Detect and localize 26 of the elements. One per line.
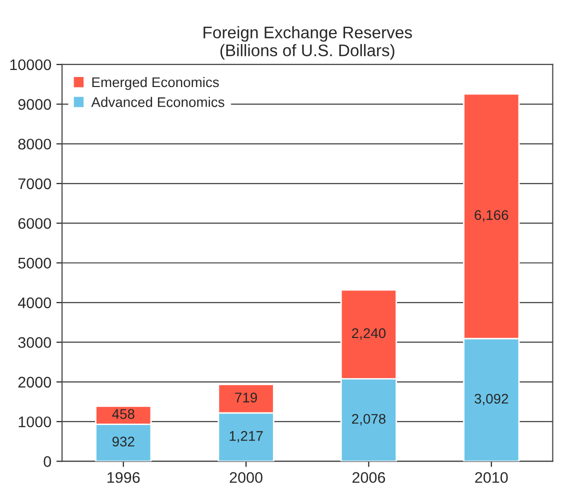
data-label: 2,078	[352, 414, 386, 426]
data-label: 458	[112, 409, 134, 419]
legend-label: Emerged Economics	[92, 76, 219, 90]
x-tick-label: 2000	[230, 472, 262, 483]
y-tick-label: 4000	[18, 297, 52, 308]
y-tick-label: 3000	[18, 337, 52, 348]
y-tick-label: 6000	[18, 218, 52, 229]
data-label: 719	[235, 392, 257, 402]
y-tick-label: 2000	[18, 376, 52, 388]
y-tick-label: 7000	[18, 178, 52, 190]
x-tick-label: 2010	[475, 472, 508, 483]
chart-title: Foreign Exchange Reserves (Billions of U.S. Dollars)	[204, 26, 412, 60]
y-tick-label: 10000	[10, 59, 52, 70]
legend-label: Advanced Economics	[91, 96, 224, 108]
data-label: 932	[112, 436, 134, 447]
data-label: 1,217	[230, 431, 263, 443]
x-tick-label: 2006	[352, 472, 386, 483]
data-label: 3,092	[474, 394, 508, 406]
data-label: 2,240	[352, 328, 386, 340]
y-tick-label: 8000	[18, 138, 52, 150]
y-tick-label: 5000	[18, 258, 52, 269]
y-tick-label: 9000	[18, 99, 52, 110]
x-tick-label: 1996	[108, 472, 140, 483]
y-tick-label: 0	[44, 456, 52, 467]
y-tick-label: 1000	[18, 416, 52, 428]
data-label: 6,166	[474, 210, 508, 222]
